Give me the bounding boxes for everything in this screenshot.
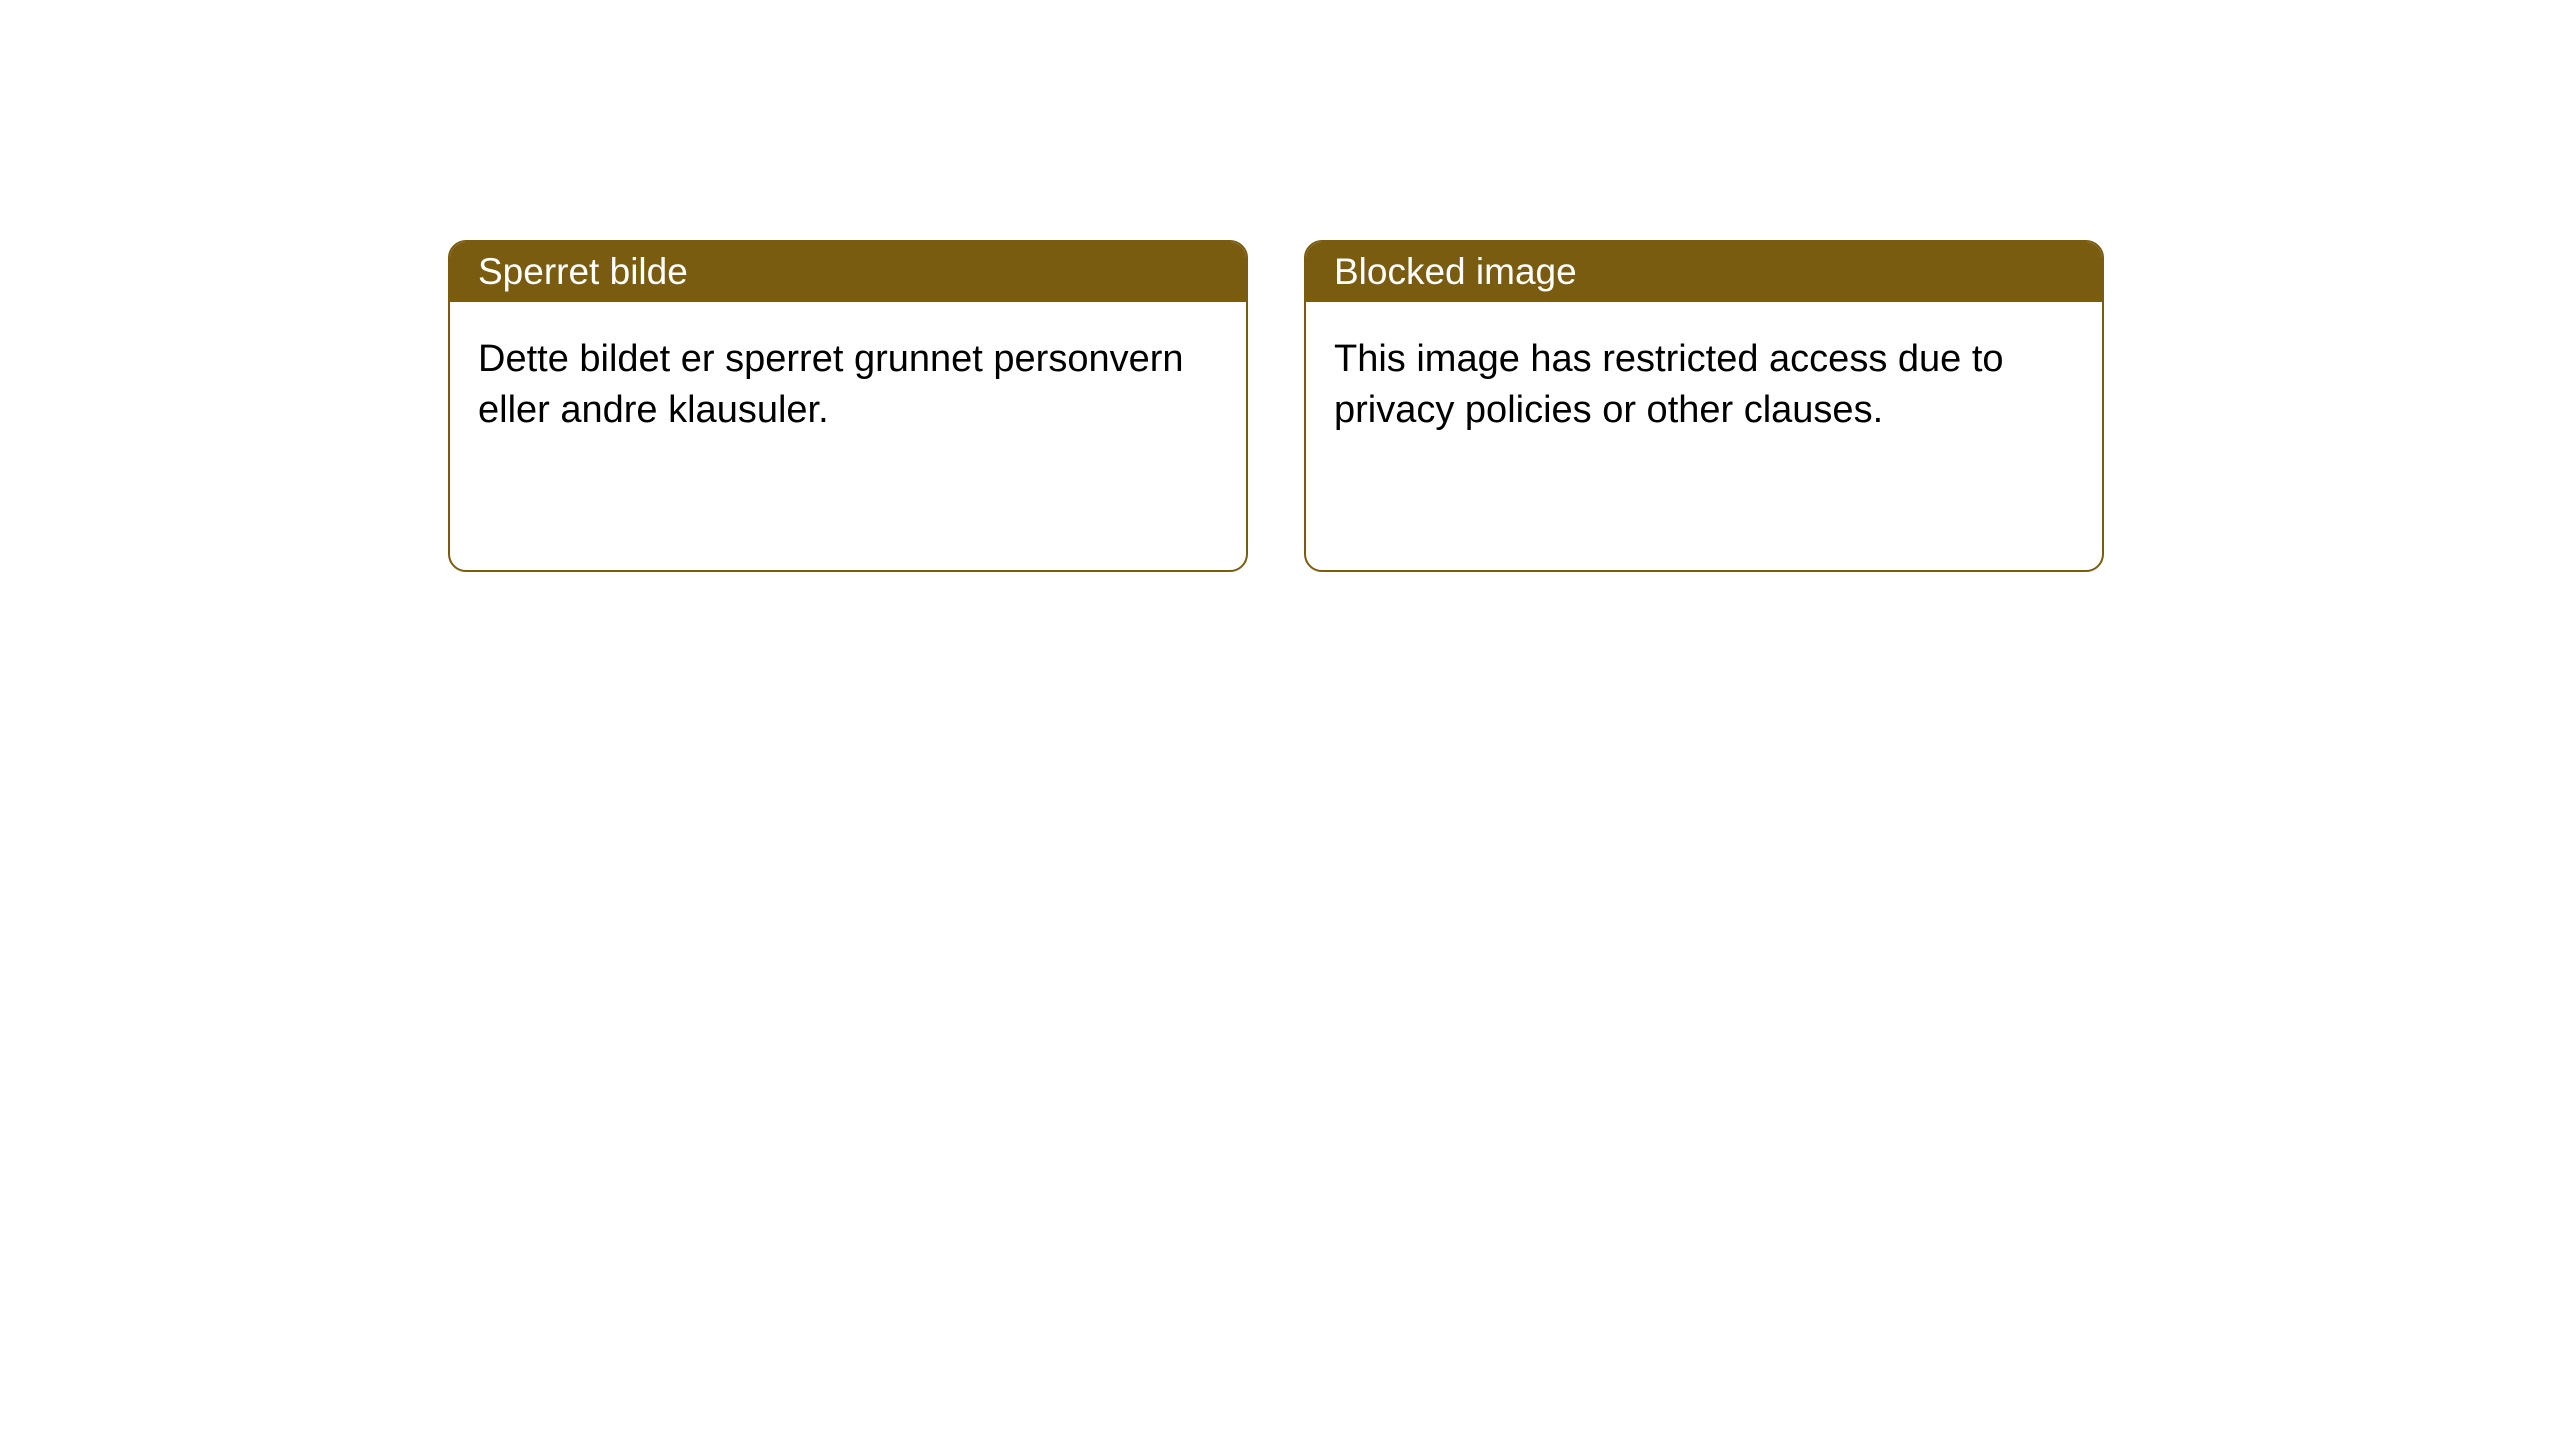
notice-container: Sperret bilde Dette bildet er sperret gr… [0, 0, 2560, 572]
notice-card-header: Sperret bilde [450, 242, 1246, 302]
notice-card-norwegian: Sperret bilde Dette bildet er sperret gr… [448, 240, 1248, 572]
notice-body-text: Dette bildet er sperret grunnet personve… [478, 338, 1184, 431]
notice-title: Sperret bilde [478, 251, 688, 293]
notice-card-body: Dette bildet er sperret grunnet personve… [450, 302, 1246, 469]
notice-body-text: This image has restricted access due to … [1334, 338, 2004, 431]
notice-card-body: This image has restricted access due to … [1306, 302, 2102, 469]
notice-title: Blocked image [1334, 251, 1577, 293]
notice-card-header: Blocked image [1306, 242, 2102, 302]
notice-card-english: Blocked image This image has restricted … [1304, 240, 2104, 572]
